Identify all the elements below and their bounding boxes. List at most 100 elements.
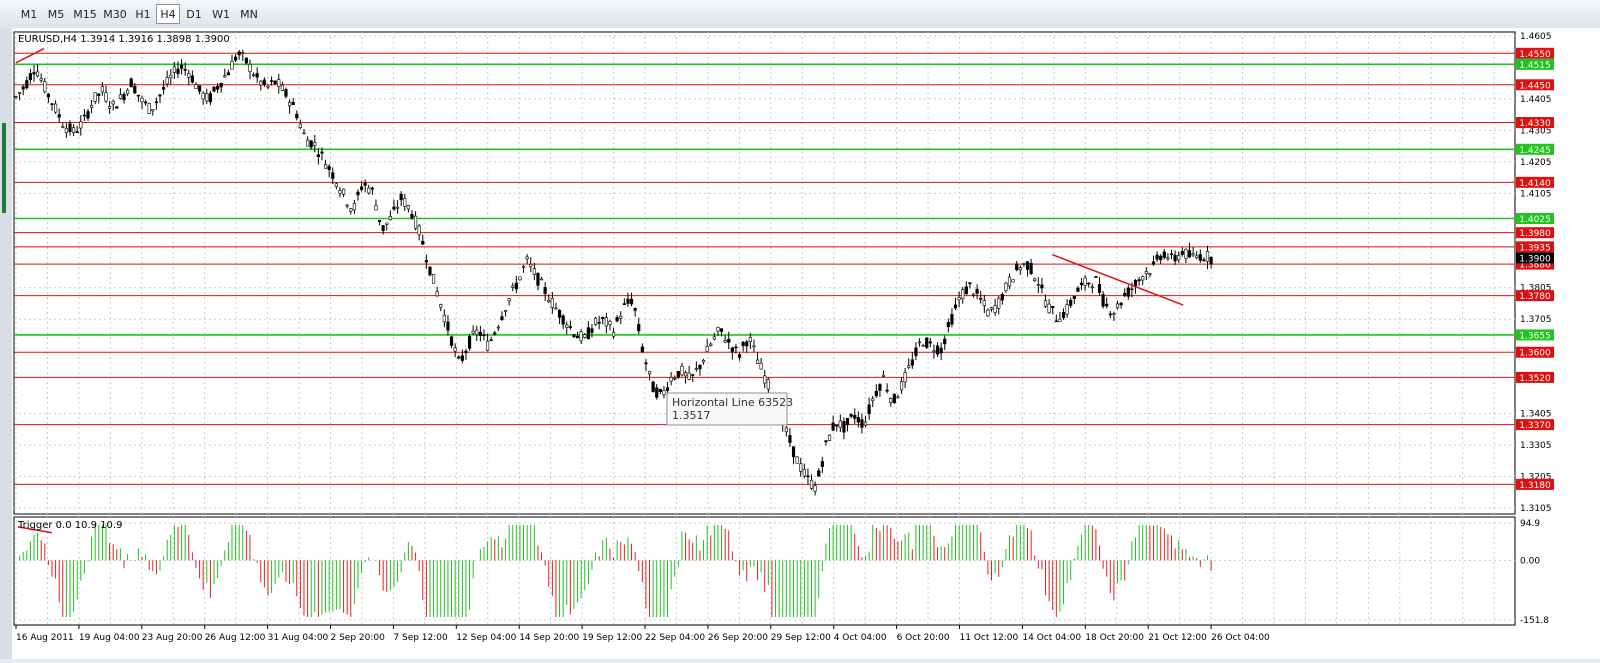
candle-body	[565, 324, 569, 328]
candle-body	[878, 384, 882, 391]
chart-window[interactable]: 16 Aug 2011 19 Aug 04:00 23 Aug 20:00 26 Au…	[12, 28, 1600, 659]
candle-body	[208, 93, 212, 103]
candle-body	[1090, 286, 1094, 289]
horizontal-line-price-tag	[1516, 346, 1554, 358]
candle-body	[788, 435, 792, 443]
candle-body	[1177, 255, 1181, 261]
date-axis-label: 26 Aug 12:00	[205, 633, 266, 643]
candle-body	[633, 308, 637, 311]
candle-body	[856, 416, 860, 423]
candle-body	[1115, 303, 1120, 309]
candle-body	[1087, 282, 1091, 285]
date-axis-label: 18 Oct 20:00	[1085, 633, 1144, 643]
candle-body	[122, 93, 126, 101]
price-chart-canvas[interactable]: 16 Aug 2011 19 Aug 04:00 23 Aug 20:00 26 Au…	[12, 28, 1600, 659]
candle-body	[377, 220, 382, 223]
price-axis-label: 1.3705	[1520, 315, 1552, 325]
timeframe-m1-button[interactable]: M1	[20, 8, 38, 21]
candle-body	[784, 427, 788, 433]
candle-body	[475, 329, 479, 335]
candle-body	[212, 86, 216, 92]
indicator-axis-label: 0.00	[1520, 556, 1540, 566]
timeframe-m5-button[interactable]: M5	[47, 8, 65, 21]
candle-body	[514, 282, 518, 290]
tooltip-value: 1.3517	[672, 409, 711, 422]
candle-body	[14, 96, 18, 98]
candle-body	[219, 82, 223, 88]
candle-body	[500, 316, 504, 320]
candle-body	[986, 309, 990, 317]
candle-body	[111, 101, 115, 105]
candle-body	[32, 72, 36, 75]
candle-body	[964, 286, 968, 295]
candle-body	[669, 377, 673, 382]
candle-body	[719, 328, 724, 332]
candle-body	[460, 355, 464, 361]
date-axis-label: 22 Sep 04:00	[645, 633, 705, 643]
price-axis-label: 1.3405	[1520, 410, 1552, 420]
candle-body	[899, 381, 904, 391]
candle-body	[1007, 276, 1012, 287]
candle-body	[799, 463, 803, 472]
candle-body	[223, 75, 227, 78]
candle-body	[550, 298, 554, 308]
horizontal-line-price-label: 1.4515	[1519, 61, 1551, 71]
candle-body	[1159, 255, 1163, 261]
candle-body	[896, 396, 900, 399]
main-plot-area[interactable]	[13, 31, 1516, 515]
candle-body	[921, 345, 925, 347]
candle-body	[928, 341, 932, 344]
candle-body	[35, 71, 40, 77]
candle-body	[320, 151, 324, 154]
candle-body	[280, 84, 284, 91]
candle-body	[705, 346, 709, 352]
candle-body	[104, 92, 108, 102]
candle-body	[716, 327, 720, 332]
candle-body	[453, 347, 457, 352]
price-axis-label: 1.3805	[1520, 284, 1552, 294]
candle-body	[593, 317, 598, 325]
candle-body	[748, 337, 752, 342]
timeframe-mn-button[interactable]: MN	[240, 8, 258, 21]
candle-body	[637, 324, 641, 332]
candle-body	[557, 309, 562, 318]
trigger-histogram	[17, 524, 1212, 618]
timeframe-m15-button[interactable]: M15	[73, 8, 97, 21]
candle-body	[968, 282, 972, 284]
candle-body	[629, 298, 634, 305]
timeframe-w1-button[interactable]: W1	[212, 8, 230, 21]
candle-body	[75, 131, 79, 133]
candle-body	[370, 187, 374, 190]
candle-body	[1180, 250, 1184, 255]
indicator-header: Trigger 0.0 10.9 10.9	[17, 520, 122, 531]
price-axis-label: 1.3205	[1520, 473, 1552, 483]
candle-body	[485, 340, 490, 351]
candle-body	[907, 365, 911, 368]
candle-body	[230, 61, 234, 70]
candle-body	[392, 206, 396, 210]
date-axis-label: 26 Oct 04:00	[1211, 633, 1270, 643]
date-axis-label: 4 Oct 04:00	[834, 633, 887, 643]
candle-body	[316, 154, 320, 157]
candle-body	[334, 183, 338, 188]
horizontal-line-tooltip: Horizontal Line 63523 1.3517	[666, 392, 793, 426]
date-axis-label: 7 Sep 12:00	[393, 633, 448, 643]
candle-body	[525, 256, 529, 260]
timeframe-h4-button[interactable]: H4	[156, 4, 180, 24]
candle-body	[543, 287, 547, 295]
candle-body	[388, 216, 392, 221]
candle-body	[61, 126, 65, 128]
candle-body	[734, 346, 738, 349]
candle-body	[349, 208, 353, 212]
candle-body	[125, 89, 130, 95]
current-price-marker: 1.3900	[1516, 252, 1554, 264]
timeframe-h1-button[interactable]: H1	[135, 8, 151, 21]
candle-body	[1022, 263, 1026, 265]
candle-body	[1112, 313, 1116, 315]
candle-body	[827, 434, 832, 441]
candle-body	[572, 334, 576, 338]
timeframe-d1-button[interactable]: D1	[186, 8, 202, 21]
timeframe-m30-button[interactable]: M30	[103, 8, 127, 21]
candle-body	[1141, 276, 1145, 281]
candle-body	[601, 317, 605, 320]
